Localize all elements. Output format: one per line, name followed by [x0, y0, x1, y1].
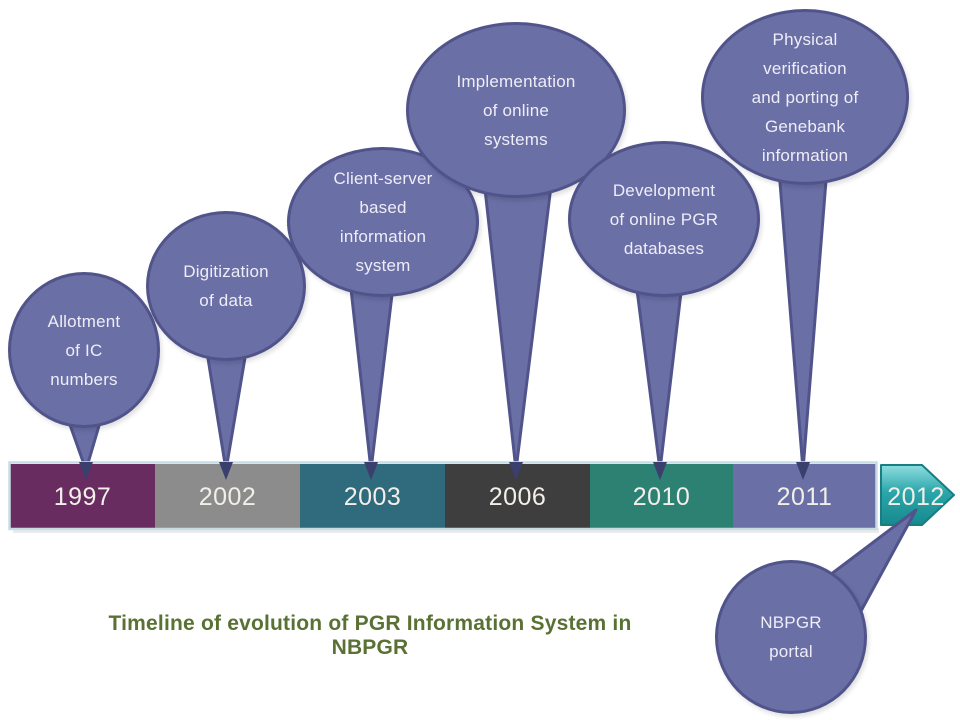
tail-tip-2003	[364, 462, 378, 480]
year-label-2012: 2012	[887, 483, 945, 511]
bar-shadow	[13, 528, 879, 533]
segment-1997	[10, 464, 155, 528]
callout-balloon-allotment: Allotment of IC numbers	[8, 272, 160, 428]
callout-balloon-nbpgr-portal: NBPGR portal	[715, 560, 867, 714]
callout-text-nbpgr-portal: NBPGR portal	[760, 613, 822, 661]
tail-tip-2006	[509, 462, 523, 480]
callout-text-allotment: Allotment of IC numbers	[47, 311, 121, 389]
tail-tip-2011	[796, 462, 810, 480]
balloon-tail-2003	[348, 276, 396, 472]
year-label-1997: 1997	[53, 483, 112, 511]
bar-outline	[8, 461, 878, 531]
timeline-arrow-2012	[880, 464, 955, 526]
year-label-2010: 2010	[632, 483, 691, 511]
year-label-2002: 2002	[198, 483, 257, 511]
tail-tip-2002	[219, 462, 233, 480]
callout-text-digitization: Digitization of data	[183, 262, 269, 310]
balloon-tail-2010	[634, 280, 684, 472]
callout-balloon-development: Development of online PGR databases	[568, 141, 760, 297]
callout-text-development: Development of online PGR databases	[609, 180, 719, 258]
year-label-2011: 2011	[776, 483, 833, 511]
caption: Timeline of evolution of PGR Information…	[108, 612, 632, 659]
callout-text-physical-verification: Physical verification and porting of Gen…	[751, 29, 859, 165]
year-label-2003: 2003	[343, 483, 402, 511]
callout-balloon-digitization: Digitization of data	[146, 211, 306, 361]
balloon-tail-2011	[777, 166, 829, 472]
tail-tip-2010	[653, 462, 667, 480]
callout-text-implementation: Implementation of online systems	[456, 71, 576, 149]
balloon-tail-2006	[482, 176, 554, 472]
callout-balloon-physical-verification: Physical verification and porting of Gen…	[701, 9, 909, 185]
tail-tip-1997	[79, 462, 93, 480]
callout-text-client-server: Client-server based information system	[333, 169, 433, 275]
year-label-2006: 2006	[488, 483, 547, 511]
